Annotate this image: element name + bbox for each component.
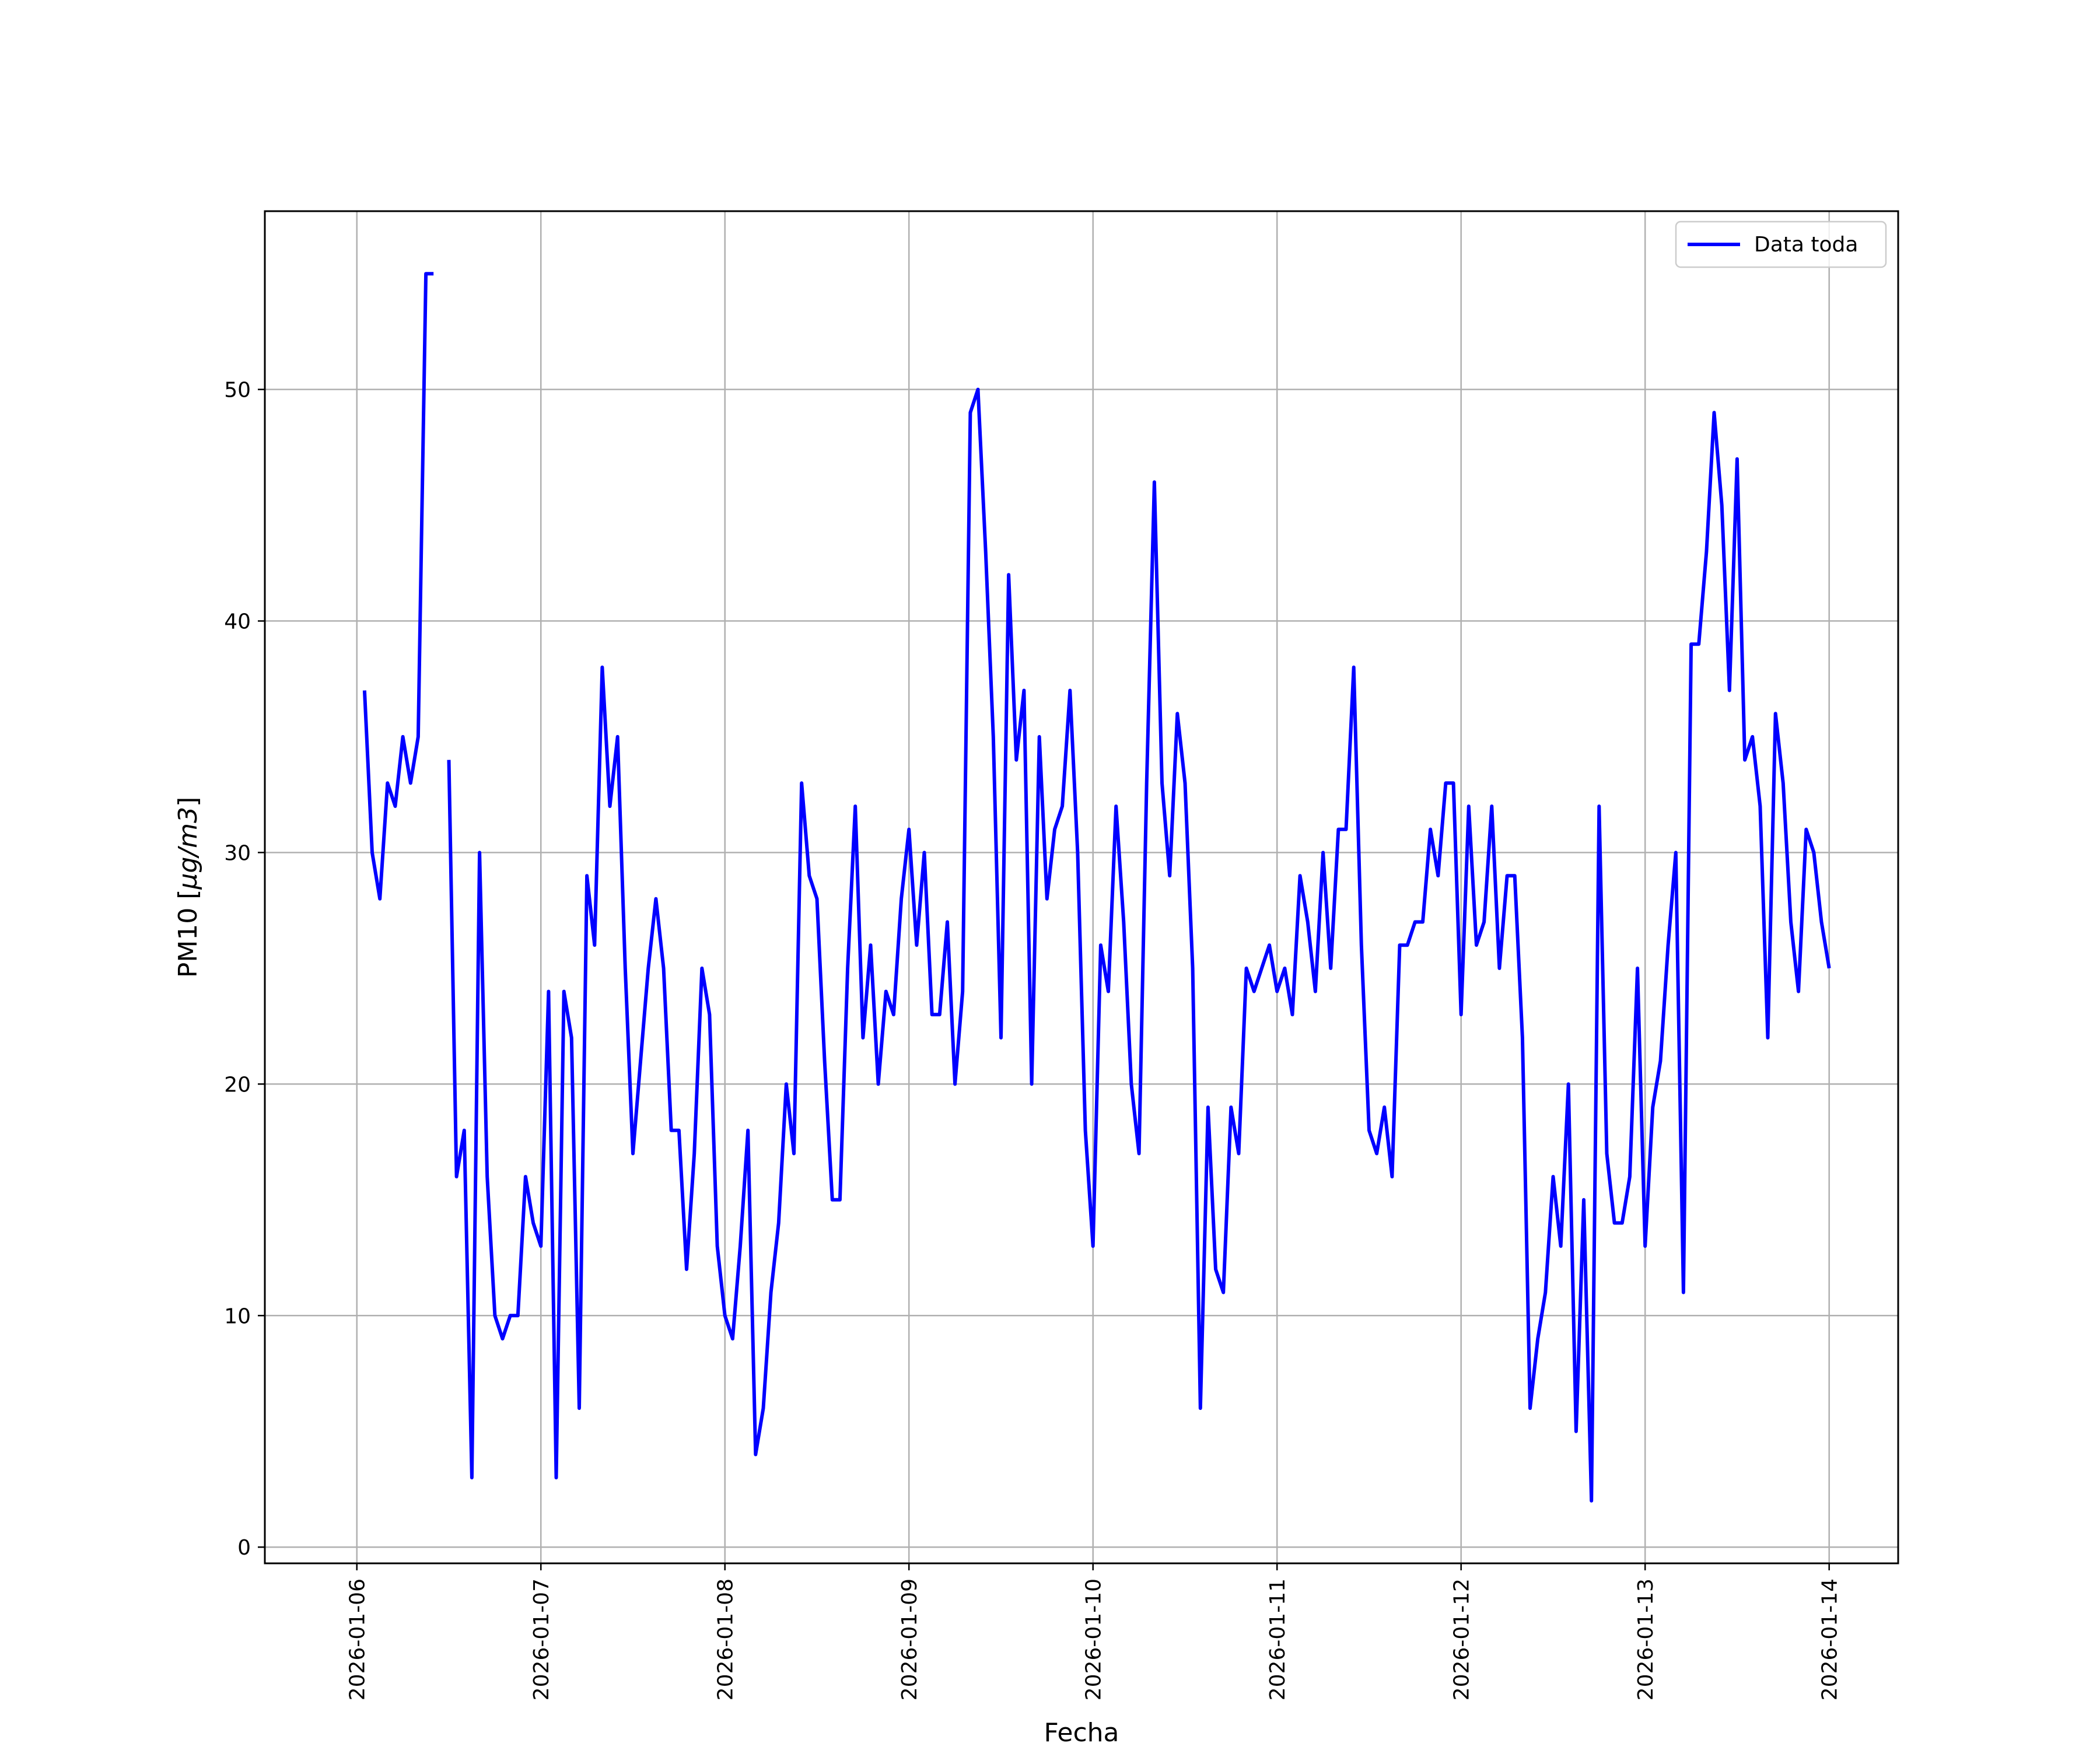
y-tick-label: 10: [224, 1304, 251, 1328]
x-tick-label: 2026-01-09: [898, 1578, 922, 1700]
y-axis-title-prefix: PM10 [: [173, 890, 203, 978]
y-axis-ticks: 0 10 20 30 40 50: [224, 379, 265, 1560]
series-layer: [362, 272, 1831, 1503]
y-gridlines: [265, 388, 1898, 1548]
y-tick-label: 30: [224, 841, 251, 865]
series-line-data-toda: [362, 272, 1831, 1503]
y-axis-title-unit: μg/m3: [173, 807, 203, 890]
x-tick-label: 2026-01-12: [1450, 1578, 1474, 1700]
y-tick-label: 50: [224, 379, 251, 402]
x-tick-label: 2026-01-10: [1082, 1578, 1106, 1700]
x-axis-ticks: 2026-01-06 2026-01-07 2026-01-08 2026-01-09…: [346, 1563, 1842, 1700]
x-tick-label: 2026-01-07: [530, 1578, 554, 1700]
x-tick-label: 2026-01-14: [1818, 1578, 1842, 1700]
y-tick-label: 20: [224, 1073, 251, 1097]
legend-label: Data toda: [1754, 233, 1858, 257]
x-tick-label: 2026-01-08: [714, 1578, 738, 1700]
plot-area-background: [265, 211, 1898, 1563]
legend-box: [1675, 220, 1887, 268]
x-axis-title: Fecha: [1044, 1718, 1119, 1748]
y-axis-title: PM10 [μg/m3]: [173, 797, 203, 978]
y-tick-label: 40: [224, 610, 251, 634]
legend: Data toda: [1675, 220, 1887, 268]
y-tick-label: 0: [237, 1536, 251, 1560]
x-gridlines: [356, 211, 1830, 1563]
plot-frame: [264, 210, 1899, 1564]
y-axis-title-suffix: ]: [173, 797, 203, 807]
x-tick-label: 2026-01-13: [1634, 1578, 1658, 1700]
x-tick-label: 2026-01-06: [346, 1578, 370, 1700]
x-tick-label: 2026-01-11: [1266, 1578, 1290, 1700]
